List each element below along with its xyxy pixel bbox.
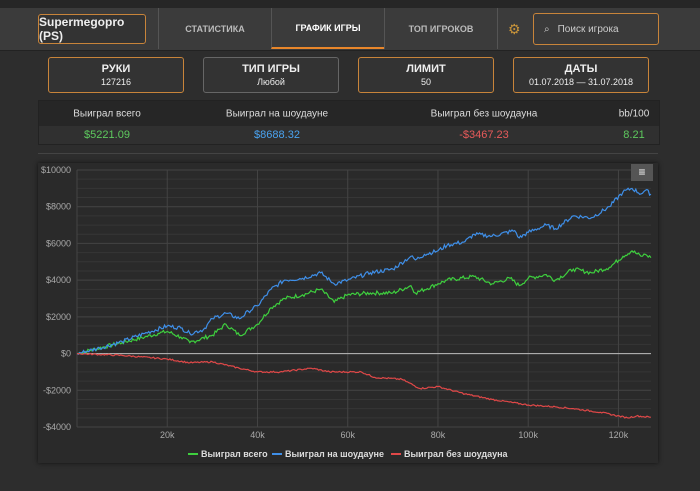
filter-hands[interactable]: РУКИ 127216 <box>48 57 184 93</box>
x-tick-label: 60k <box>340 430 355 440</box>
header-bb100: bb/100 <box>618 108 650 119</box>
y-tick-label: $0 <box>61 349 71 359</box>
y-tick-label: $8000 <box>46 202 71 212</box>
filter-title: ДАТЫ <box>564 63 598 75</box>
y-tick-label: -$4000 <box>43 422 71 432</box>
divider <box>38 153 658 154</box>
player-button[interactable]: Supermegopro (PS) <box>38 14 146 44</box>
y-tick-label: -$2000 <box>43 385 71 395</box>
series-line <box>76 249 652 355</box>
legend-label: Выиграл всего <box>201 449 268 459</box>
value-won-total: $5221.09 <box>84 129 130 141</box>
filter-value: 01.07.2018 — 31.07.2018 <box>528 77 634 87</box>
stats-value-row: $5221.09 $8688.32 -$3467.23 8.21 <box>39 126 659 144</box>
x-tick-label: 40k <box>250 430 265 440</box>
legend-label: Выиграл без шоудауна <box>404 449 509 459</box>
stats-header-row: Выиграл всего Выиграл на шоудауне Выигра… <box>39 101 659 126</box>
x-tick-label: 80k <box>431 430 446 440</box>
value-won-no-showdown: -$3467.23 <box>459 129 509 141</box>
search-placeholder: Поиск игрока <box>557 23 619 35</box>
stats-table: Выиграл всего Выиграл на шоудауне Выигра… <box>38 100 660 145</box>
x-tick-label: 20k <box>160 430 175 440</box>
filter-title: ТИП ИГРЫ <box>242 63 300 75</box>
y-tick-label: $10000 <box>41 165 71 175</box>
filter-limit[interactable]: ЛИМИТ 50 <box>358 57 494 93</box>
filter-value: Любой <box>257 77 285 87</box>
tab-game-chart[interactable]: ГРАФИК ИГРЫ <box>271 8 384 49</box>
header-won-total: Выиграл всего <box>73 108 141 119</box>
legend-label: Выиграл на шоудауне <box>285 449 384 459</box>
value-won-showdown: $8688.32 <box>254 129 300 141</box>
hamburger-icon[interactable]: ≡ <box>631 164 653 181</box>
tab-top-players[interactable]: ТОП ИГРОКОВ <box>384 8 498 49</box>
header-won-showdown: Выиграл на шоудауне <box>225 108 329 119</box>
y-tick-label: $2000 <box>46 312 71 322</box>
top-nav: Supermegopro (PS) СТАТИСТИКА ГРАФИК ИГРЫ… <box>0 8 700 51</box>
search-input[interactable]: ⌕ Поиск игрока <box>533 13 659 45</box>
series-line <box>76 352 651 419</box>
x-tick-label: 100k <box>518 430 538 440</box>
search-icon: ⌕ <box>544 23 550 35</box>
series-line <box>76 187 652 355</box>
filter-game-type[interactable]: ТИП ИГРЫ Любой <box>203 57 339 93</box>
filter-value: 127216 <box>100 77 132 87</box>
top-strip <box>0 0 700 8</box>
filter-value: 50 <box>420 77 431 87</box>
filter-title: РУКИ <box>101 63 131 75</box>
y-tick-label: $4000 <box>46 275 71 285</box>
value-bb100: 8.21 <box>623 129 645 141</box>
gear-icon[interactable]: ⚙ <box>508 21 521 37</box>
x-tick-label: 120k <box>609 430 629 440</box>
y-tick-label: $6000 <box>46 238 71 248</box>
filter-title: ЛИМИТ <box>406 63 446 75</box>
filter-dates[interactable]: ДАТЫ 01.07.2018 — 31.07.2018 <box>513 57 649 93</box>
header-won-no-showdown: Выиграл без шоудауна <box>430 108 538 119</box>
tab-statistics[interactable]: СТАТИСТИКА <box>158 8 271 49</box>
